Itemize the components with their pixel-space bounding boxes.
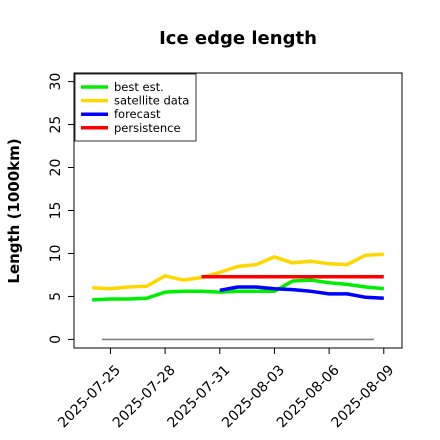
legend: best est.satellite dataforecastpersisten…: [74, 73, 197, 142]
series-line-best-est-: [92, 278, 384, 302]
chart-title: Ice edge length: [159, 28, 317, 49]
y-tick-label: 15: [48, 202, 64, 220]
y-axis-label: Length (1000km): [5, 138, 23, 283]
legend-box: [74, 73, 197, 142]
y-tick-label: 10: [48, 245, 64, 263]
y-tick-label: 30: [48, 73, 64, 91]
y-tick-label: 25: [48, 116, 64, 134]
y-tick-label: 5: [48, 292, 64, 301]
legend-label-forecast: forecast: [114, 107, 161, 121]
legend-label-satellite-data: satellite data: [114, 94, 189, 108]
y-tick-label: 20: [48, 159, 64, 177]
legend-label-best-est-: best est.: [114, 80, 164, 94]
series-line-satellite-data: [92, 252, 384, 291]
y-tick-label: 0: [48, 335, 64, 344]
series-line-forecast: [219, 285, 384, 300]
legend-label-persistence: persistence: [114, 121, 181, 135]
